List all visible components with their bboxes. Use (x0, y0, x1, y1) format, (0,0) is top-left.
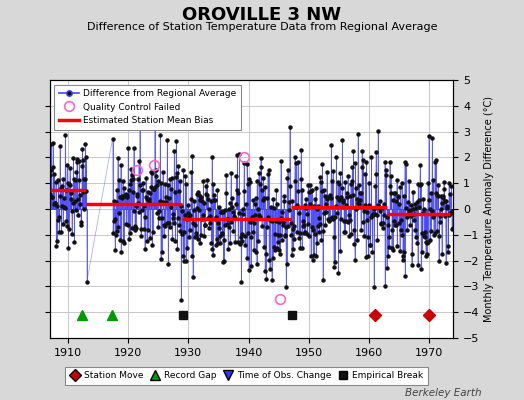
Y-axis label: Monthly Temperature Anomaly Difference (°C): Monthly Temperature Anomaly Difference (… (484, 96, 494, 322)
Text: Berkeley Earth: Berkeley Earth (406, 388, 482, 398)
Text: Difference of Station Temperature Data from Regional Average: Difference of Station Temperature Data f… (87, 22, 437, 32)
Text: OROVILLE 3 NW: OROVILLE 3 NW (182, 6, 342, 24)
Legend: Difference from Regional Average, Quality Control Failed, Estimated Station Mean: Difference from Regional Average, Qualit… (54, 84, 241, 130)
Legend: Station Move, Record Gap, Time of Obs. Change, Empirical Break: Station Move, Record Gap, Time of Obs. C… (64, 367, 428, 385)
